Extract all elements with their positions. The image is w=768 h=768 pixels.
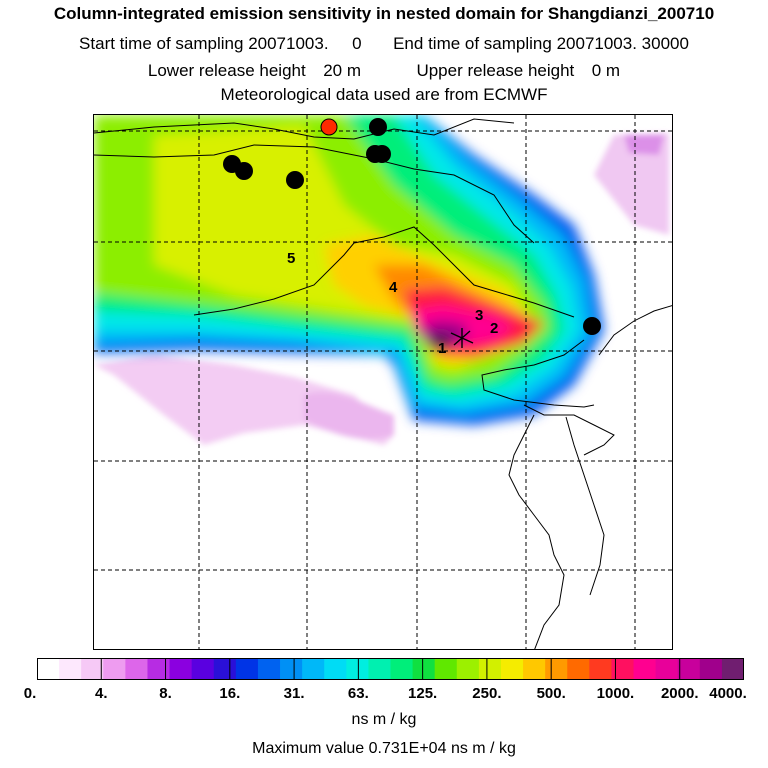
colorbar-swatch <box>500 658 524 680</box>
receptor-star-icon <box>450 328 474 348</box>
colorbar-swatch <box>147 658 171 680</box>
colorbar-swatch <box>611 658 635 680</box>
colorbar-tick-label: 2000. <box>660 685 699 702</box>
colorbar-tick-label: 125. <box>408 685 438 702</box>
colorbar-frame <box>37 658 744 680</box>
colorbar-swatch <box>103 658 126 680</box>
colorbar-swatch <box>368 658 391 680</box>
sensitivity-plume <box>94 115 604 425</box>
cluster-label-5: 5 <box>287 250 295 267</box>
maximum-value-line: Maximum value 0.731E+04 ns m / kg <box>0 740 768 758</box>
colorbar-swatch <box>478 658 502 680</box>
cluster-label-2: 2 <box>490 320 498 337</box>
cluster-label-3: 3 <box>475 307 483 324</box>
track-dot <box>286 171 304 189</box>
track-dot <box>583 317 601 335</box>
colorbar-swatch <box>257 658 281 680</box>
sampling-time-line: Start time of sampling 20071003. 0 End t… <box>0 34 768 54</box>
colorbar-tick-label: 250. <box>472 685 502 702</box>
colorbar-swatch <box>721 658 744 680</box>
colorbar-swatch <box>302 658 325 680</box>
receptor-marker <box>320 118 338 136</box>
colorbar-tick-label: 500. <box>536 685 566 702</box>
colorbar-swatch <box>235 658 259 680</box>
colorbar-tick-label: 1000. <box>596 685 635 702</box>
colorbar-swatch <box>456 658 480 680</box>
colorbar-tick-label: 4000. <box>709 685 747 702</box>
lower-height-label: Lower release height <box>147 61 306 80</box>
colorbar-tick-label: 31. <box>283 685 305 702</box>
map-canvas: 1 2 3 4 5 <box>94 115 672 649</box>
colorbar-units: ns m / kg <box>351 711 417 728</box>
colorbar-swatch <box>346 658 369 680</box>
colorbar-swatch <box>545 658 568 680</box>
colorbar-swatch <box>81 658 104 680</box>
track-dot <box>369 118 387 136</box>
end-time-label: End time of sampling <box>393 34 552 53</box>
colorbar-tick-label: 16. <box>219 685 241 702</box>
max-value: 0.731E+04 <box>368 740 447 757</box>
max-value-label: Maximum value <box>252 740 365 757</box>
colorbar-tick-label: 4. <box>95 685 108 702</box>
colorbar-swatch <box>699 658 723 680</box>
cluster-label-4: 4 <box>389 279 398 296</box>
colorbar-swatch <box>37 658 60 680</box>
track-dot <box>235 162 253 180</box>
low-sensitivity-patches <box>94 133 669 445</box>
colorbar-swatch <box>434 658 458 680</box>
colorbar-swatch <box>633 658 657 680</box>
colorbar-tick-label: 0. <box>23 685 37 702</box>
colorbar-swatch <box>59 658 82 680</box>
track-dot <box>373 145 391 163</box>
colorbar-swatch <box>191 658 215 680</box>
colorbar-swatch <box>523 658 546 680</box>
upper-height-value: 0 m <box>591 61 621 80</box>
colorbar-swatch <box>213 658 237 680</box>
met-data-line: Meteorological data used are from ECMWF <box>220 85 548 104</box>
coastlines-borders <box>94 118 672 649</box>
colorbar-swatch <box>677 658 701 680</box>
start-time-label: Start time of sampling <box>79 34 244 53</box>
colorbar <box>37 658 744 680</box>
colorbar-swatch <box>655 658 679 680</box>
release-height-line: Lower release height 20 m Upper release … <box>0 61 768 81</box>
sensitivity-map[interactable]: 1 2 3 4 5 <box>93 114 673 650</box>
lower-height-value: 20 m <box>323 61 361 80</box>
colorbar-swatch <box>169 658 193 680</box>
cluster-label-1: 1 <box>438 340 446 357</box>
max-value-units: ns m / kg <box>450 740 516 757</box>
colorbar-tick-label: 63. <box>347 685 369 702</box>
plot-title: Column-integrated emission sensitivity i… <box>53 4 715 23</box>
colorbar-swatch <box>567 658 590 680</box>
end-time-value: 20071003. 30000 <box>556 34 689 53</box>
colorbar-swatch <box>412 658 436 680</box>
colorbar-tick-label: 8. <box>159 685 172 702</box>
colorbar-swatch <box>589 658 612 680</box>
colorbar-swatch <box>390 658 414 680</box>
colorbar-swatch <box>324 658 347 680</box>
colorbar-swatch <box>280 658 303 680</box>
upper-height-label: Upper release height <box>416 61 575 80</box>
colorbar-swatch <box>125 658 148 680</box>
backtrajectory-points <box>223 118 601 335</box>
start-time-value: 20071003. 0 <box>248 34 362 53</box>
